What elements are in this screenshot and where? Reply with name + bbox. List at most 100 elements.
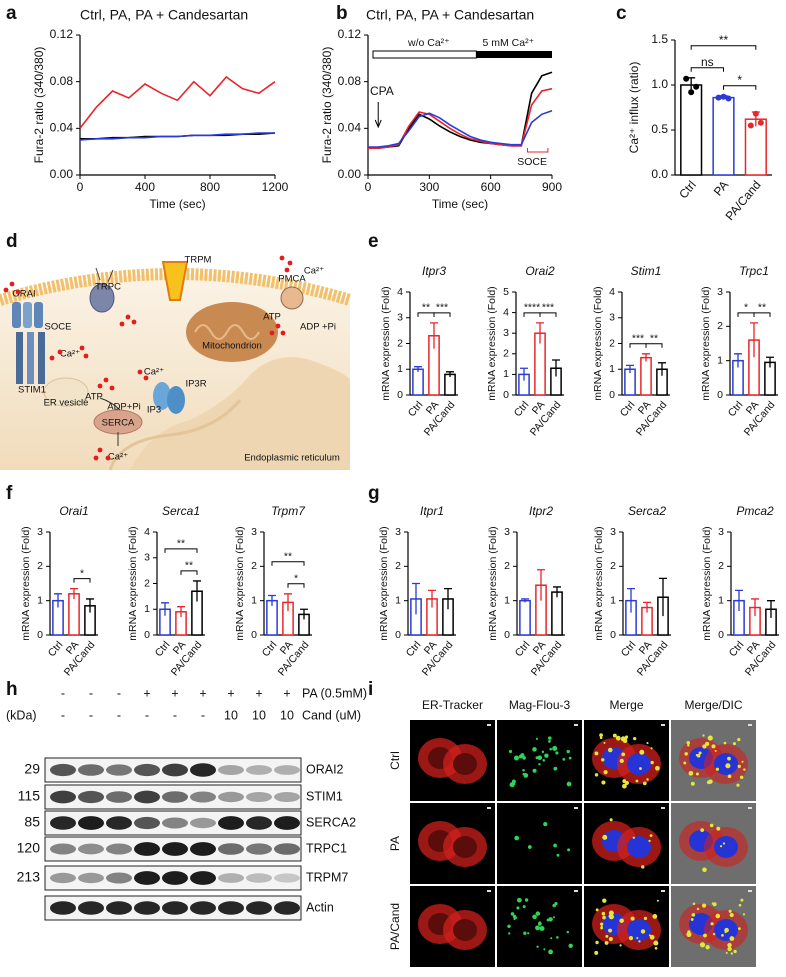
bar — [712, 96, 735, 176]
diagram-label: ADP+Pi — [107, 402, 141, 413]
mg-stain — [535, 925, 540, 931]
mg-stain — [724, 931, 727, 934]
band — [50, 901, 76, 915]
error-bar — [626, 364, 634, 374]
mg-stain — [728, 909, 732, 913]
soce-bracket — [526, 148, 549, 153]
mg-stain — [725, 951, 728, 954]
x-tick-label: 600 — [481, 180, 501, 194]
bar — [519, 599, 531, 636]
ip3r — [167, 386, 185, 414]
band — [50, 790, 76, 804]
scale-bar — [574, 724, 578, 726]
mg-stain — [548, 917, 553, 922]
mg-stain — [738, 927, 741, 931]
bar — [68, 593, 80, 636]
y-tick-label: 3 — [251, 526, 257, 538]
significance-bracket — [753, 312, 771, 317]
panel-label: d — [6, 231, 18, 252]
y-tick-label: 3 — [717, 286, 723, 298]
mg-stain — [702, 734, 705, 737]
mg-stain — [692, 902, 696, 906]
y-tick-label: 1 — [251, 594, 257, 606]
y-tick-label: 2 — [397, 337, 403, 349]
y-tick-label: 4 — [503, 306, 509, 318]
nucleus-outline — [627, 836, 651, 858]
error-bar — [428, 589, 436, 608]
panel-label: c — [616, 3, 627, 24]
mg-stain — [656, 899, 659, 902]
y-tick-label: 2 — [503, 348, 509, 360]
error-bar — [642, 353, 650, 362]
calcium-ion — [287, 260, 293, 266]
mg-stain — [550, 937, 553, 940]
mg-stain — [612, 733, 617, 738]
y-axis-label: mRNA expression (Fold) — [378, 526, 390, 640]
y-axis-label: mRNA expression (Fold) — [127, 526, 139, 640]
band — [246, 901, 272, 915]
mg-stain — [705, 945, 710, 950]
kda-label: 115 — [18, 788, 41, 804]
y-tick-label: 1 — [397, 363, 403, 375]
ip3r — [153, 382, 171, 410]
nucleus-outline — [627, 753, 651, 775]
band — [162, 817, 188, 829]
significance-bracket — [180, 570, 198, 575]
mg-stain — [739, 775, 744, 780]
mg-stain — [553, 843, 557, 848]
mg-stain — [539, 926, 545, 932]
mg-stain — [711, 902, 715, 905]
y-tick-label: 0 — [610, 629, 616, 641]
mg-stain — [532, 914, 537, 920]
y-axis-label: mRNA expression (Fold) — [20, 526, 32, 640]
legend-label: PA, — [396, 7, 418, 23]
significance-bracket — [73, 578, 91, 583]
orai — [23, 302, 32, 328]
y-axis-label: mRNA expression (Fold) — [234, 526, 246, 640]
legend-label: PA + Candesartan — [135, 7, 248, 23]
condition-mark: 10 — [252, 708, 266, 722]
band — [50, 816, 76, 830]
diagram-label: ATP — [263, 312, 281, 323]
mg-stain — [553, 766, 558, 771]
condition-mark: - — [145, 708, 149, 722]
chart-title: Trpc1 — [739, 264, 769, 278]
band — [134, 901, 160, 915]
band — [190, 763, 216, 777]
band — [106, 872, 132, 884]
bar — [640, 356, 652, 396]
mg-stain — [722, 842, 726, 845]
mg-stain — [514, 916, 518, 919]
unit-label: (kDa) — [6, 708, 37, 722]
diagram-label: Endoplasmic reticulum — [244, 453, 340, 464]
er-vesicle — [43, 377, 89, 407]
mg-stain — [602, 915, 606, 920]
mg-stain — [742, 913, 746, 916]
error-bar — [521, 598, 529, 603]
mg-stain — [552, 745, 558, 751]
mg-stain — [711, 744, 716, 749]
mg-stain — [621, 752, 626, 757]
significance-label: ns — [701, 55, 714, 69]
band — [246, 816, 272, 830]
mg-stain — [643, 916, 648, 921]
mg-stain — [736, 783, 740, 787]
error-bar — [537, 569, 545, 601]
band — [162, 763, 188, 777]
error-bar — [414, 366, 422, 372]
x-tick-label: 400 — [135, 180, 155, 194]
mg-stain — [513, 755, 520, 761]
annotation: CPA — [370, 84, 394, 98]
y-tick-label: 1.5 — [651, 32, 668, 46]
mg-stain — [632, 836, 635, 839]
mg-stain — [568, 943, 573, 949]
mg-stain — [624, 780, 630, 786]
trace — [368, 87, 553, 149]
y-axis-label: mRNA expression (Fold) — [701, 526, 713, 640]
condition-mark: 10 — [280, 708, 294, 722]
mg-stain — [654, 946, 658, 950]
y-tick-label: 0 — [718, 629, 724, 641]
column-header: ER-Tracker — [422, 698, 483, 712]
mg-stain — [555, 751, 559, 755]
y-tick-label: 0.12 — [50, 27, 74, 41]
